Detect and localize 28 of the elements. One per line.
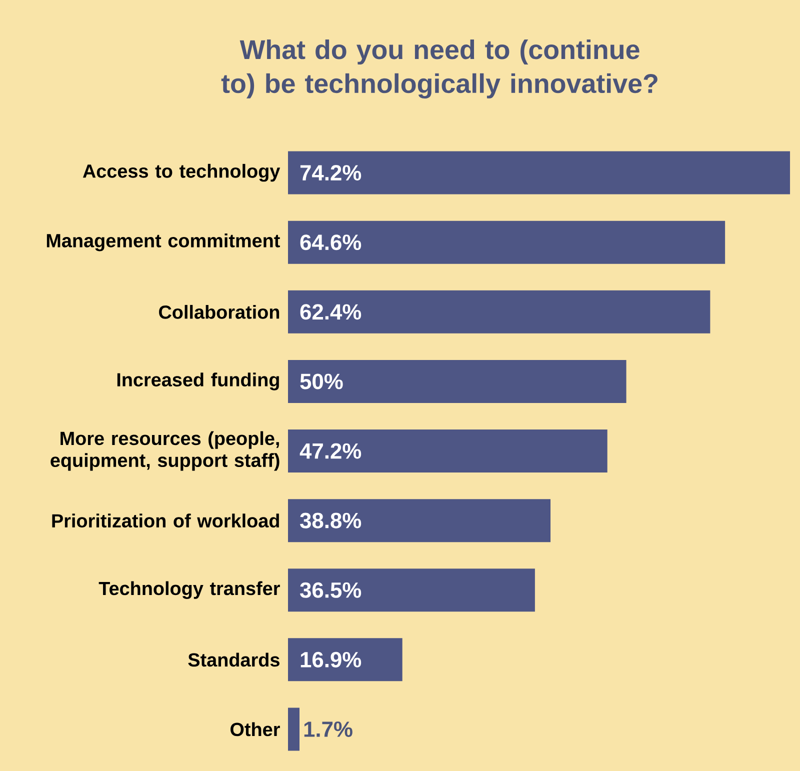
chart-title: What do you need to (continue to) be technologically innovative? — [221, 39, 658, 99]
bar — [288, 499, 551, 542]
data-label: 1.7% — [304, 722, 352, 737]
y-tick-label: More resources (people, equipment, support staff) — [50, 431, 280, 471]
y-tick-label: Management commitment — [46, 233, 280, 252]
y-tick-label: Prioritization of workload — [52, 514, 279, 528]
bar — [288, 151, 790, 194]
bar — [288, 360, 626, 403]
data-label: 50% — [300, 374, 343, 390]
data-label: 36.5% — [300, 582, 362, 598]
y-tick-label: Collaboration — [159, 304, 280, 319]
bar — [288, 708, 300, 751]
data-label: 47.2% — [300, 443, 362, 459]
data-label: 74.2% — [300, 165, 362, 181]
data-label: 38.8% — [300, 512, 362, 528]
y-tick-label: Standards — [188, 652, 280, 667]
y-tick-label: Technology transfer — [98, 581, 280, 599]
data-label: 64.6% — [300, 234, 362, 250]
bar — [288, 638, 402, 682]
y-tick-label: Other — [230, 722, 280, 736]
bar — [288, 290, 710, 334]
data-label: 16.9% — [300, 652, 362, 668]
bar — [288, 220, 726, 264]
bar — [288, 568, 535, 612]
data-label: 62.4% — [300, 304, 362, 320]
y-tick-label: Access to technology — [82, 164, 280, 182]
y-tick-label: Increased funding — [117, 372, 279, 390]
bar — [288, 430, 608, 473]
